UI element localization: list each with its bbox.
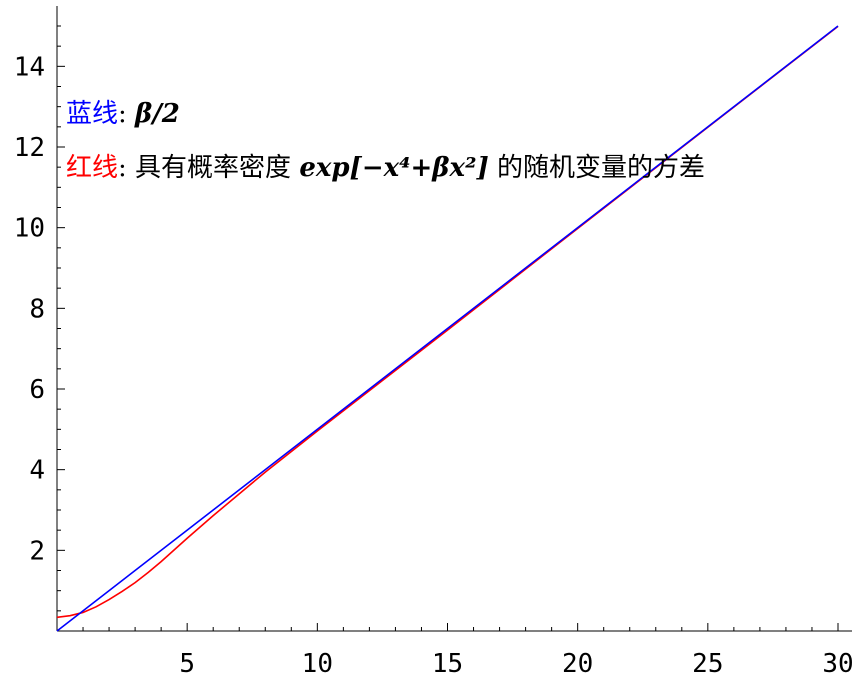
legend-blue-sep: : (118, 99, 135, 129)
legend-red-desc-after: 的随机变量的方差 (489, 153, 705, 183)
x-tick-label: 5 (179, 649, 195, 679)
y-tick-label: 12 (14, 133, 45, 163)
legend-blue-prefix: 蓝线 (66, 99, 118, 129)
series-layer (56, 25, 839, 632)
axes: 5 10 15 20 25 30 2 4 6 8 10 12 14 (14, 6, 854, 679)
legend-red-sep: : (118, 153, 135, 183)
x-tick-label: 10 (302, 649, 333, 679)
legend-red-prefix: 红线 (66, 153, 118, 183)
series-blue-line (56, 25, 839, 632)
legend-red-desc-before: 具有概率密度 (135, 153, 299, 183)
legend-blue-formula: β/2 (134, 99, 180, 129)
x-tick-label: 25 (692, 649, 723, 679)
legend-red-formula: exp[−x⁴+βx²] (299, 153, 488, 183)
y-tick-label: 14 (14, 52, 45, 82)
y-tick-label: 4 (29, 456, 45, 486)
y-tick-label: 2 (29, 536, 45, 566)
series-red-line (56, 25, 839, 619)
y-tick-label: 8 (29, 294, 45, 324)
x-tick-label: 20 (562, 649, 593, 679)
x-tick-label: 15 (432, 649, 463, 679)
legend-blue: 蓝线: β/2 (66, 99, 180, 129)
y-tick-label: 10 (14, 214, 45, 244)
legend: 蓝线: β/2 红线: 具有概率密度 exp[−x⁴+βx²] 的随机变量的方差 (66, 99, 705, 183)
legend-red: 红线: 具有概率密度 exp[−x⁴+βx²] 的随机变量的方差 (66, 153, 705, 183)
y-tick-label: 6 (29, 375, 45, 405)
x-tick-label: 30 (822, 649, 853, 679)
